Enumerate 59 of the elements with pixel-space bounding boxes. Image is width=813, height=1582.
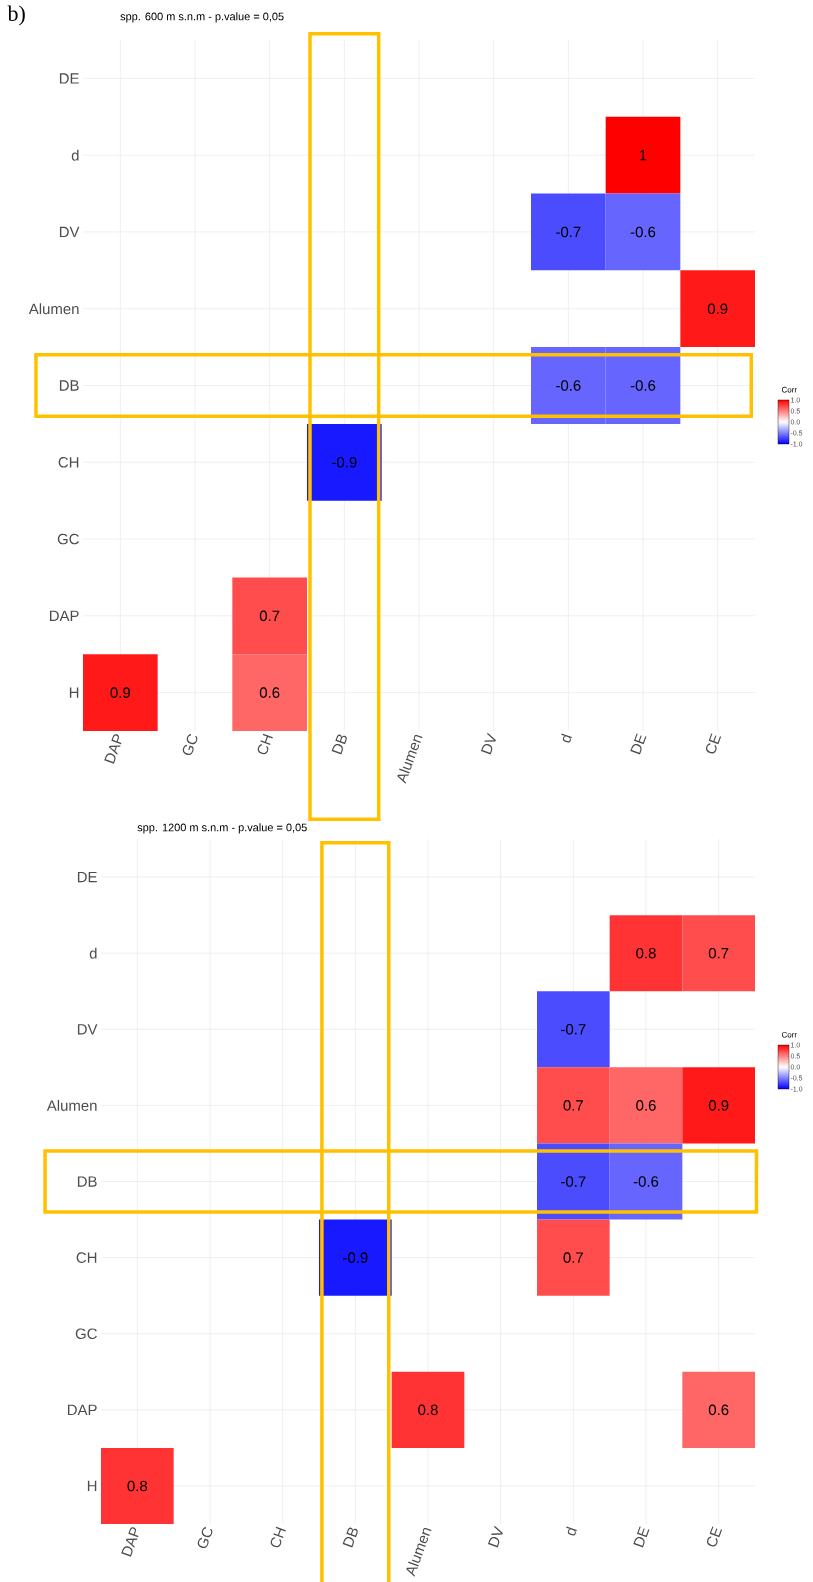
y-tick-label: d: [71, 149, 79, 161]
data-label: 0.7: [563, 1252, 583, 1263]
data-label: -0.6: [630, 226, 656, 238]
data-label: 0.6: [708, 1404, 729, 1416]
data-label: 0.6: [259, 687, 280, 698]
y-tick-label: DE: [59, 73, 79, 84]
data-label: 0.9: [708, 1100, 729, 1111]
x-tick-label: CE: [705, 733, 722, 754]
data-label: -0.6: [556, 380, 581, 391]
y-tick-label: DV: [77, 1024, 98, 1035]
data-label: -0.9: [343, 1252, 368, 1263]
data-label: -0.7: [561, 1024, 586, 1035]
y-tick-label: DV: [59, 226, 80, 238]
x-tick-label: GC: [197, 1527, 213, 1549]
data-label: -0.6: [633, 1176, 659, 1187]
x-tick-label: DB: [331, 734, 347, 755]
y-tick-label: DE: [77, 871, 97, 883]
data-label: 0.7: [259, 610, 280, 622]
data-label: 0.8: [418, 1404, 438, 1416]
data-label: 1: [639, 150, 647, 161]
x-tick-label: CH: [270, 1526, 286, 1548]
y-tick-label: H: [87, 1480, 97, 1492]
data-label: 0.9: [707, 303, 728, 315]
x-tick-label: DE: [633, 1526, 650, 1548]
data-label: -0.7: [561, 1176, 586, 1187]
y-tick-label: DAP: [67, 1404, 97, 1415]
data-label: 0.7: [563, 1100, 583, 1111]
text: b): [7, 5, 25, 26]
data-label: -0.9: [332, 457, 357, 468]
x-tick-label: CE: [706, 1526, 723, 1547]
x-tick-label: DE: [630, 733, 647, 755]
data-label: 0.8: [636, 947, 656, 959]
data-label: 0.9: [110, 687, 130, 698]
x-tick-label: GC: [182, 734, 198, 756]
x-tick-label: DAP: [121, 1527, 139, 1557]
x-tick-label: DV: [480, 732, 496, 755]
chart-title: spp. 600 m s.n.m - p.value = 0,05: [120, 12, 284, 23]
y-tick-label: Alumen: [46, 1099, 97, 1111]
y-tick-label: GC: [75, 1328, 97, 1340]
y-tick-label: DB: [59, 380, 79, 391]
x-tick-label: DV: [487, 1525, 503, 1548]
x-tick-label: CH: [257, 733, 273, 755]
data-label: 0.6: [636, 1100, 656, 1111]
y-tick-label: Alumen: [28, 303, 79, 315]
data-label: -0.7: [556, 226, 581, 238]
data-label: -0.6: [630, 380, 656, 391]
y-tick-label: CH: [58, 457, 79, 468]
x-tick-label: d: [561, 733, 572, 743]
y-tick-label: DB: [77, 1176, 97, 1187]
y-tick-label: H: [69, 687, 79, 698]
y-tick-label: CH: [76, 1252, 97, 1263]
y-tick-label: DAP: [49, 610, 79, 621]
data-label: 0.8: [127, 1480, 148, 1492]
y-tick-label: GC: [57, 533, 79, 545]
chart-title: spp. 1200 m s.n.m - p.value = 0,05: [137, 823, 307, 834]
y-tick-label: d: [89, 947, 97, 959]
data-label: 0.7: [708, 947, 729, 959]
x-tick-label: d: [566, 1526, 577, 1536]
x-tick-label: DB: [342, 1527, 358, 1548]
